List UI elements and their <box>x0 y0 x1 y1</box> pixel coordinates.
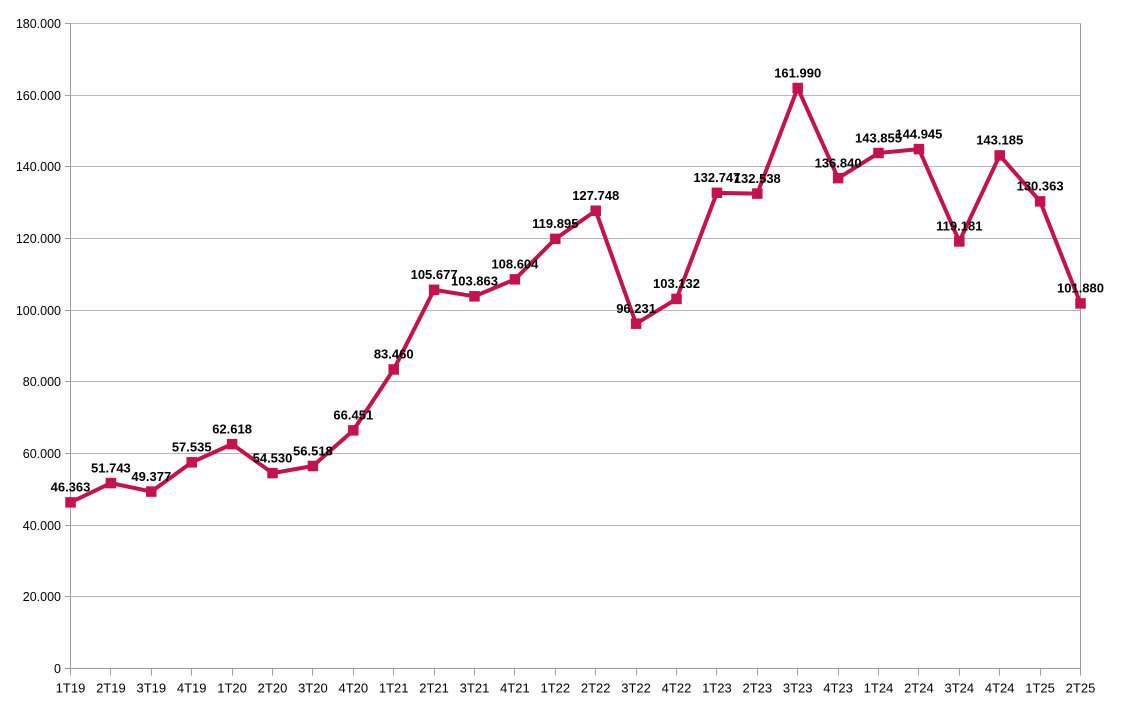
svg-text:119.895: 119.895 <box>532 216 578 231</box>
svg-text:3T23: 3T23 <box>783 681 813 696</box>
svg-text:132.538: 132.538 <box>734 171 781 186</box>
svg-text:3T24: 3T24 <box>944 681 974 696</box>
svg-text:54.530: 54.530 <box>253 450 293 465</box>
svg-text:4T19: 4T19 <box>177 681 207 696</box>
svg-text:140.000: 140.000 <box>16 160 61 174</box>
svg-text:96.231: 96.231 <box>616 301 656 316</box>
svg-text:127.748: 127.748 <box>572 188 619 203</box>
svg-text:3T20: 3T20 <box>298 681 328 696</box>
svg-text:57.535: 57.535 <box>172 440 212 455</box>
svg-text:119.181: 119.181 <box>936 219 982 234</box>
svg-text:180.000: 180.000 <box>16 17 61 31</box>
svg-text:160.000: 160.000 <box>16 89 61 103</box>
svg-text:80.000: 80.000 <box>23 375 61 389</box>
svg-text:143.855: 143.855 <box>855 130 902 145</box>
svg-text:83.460: 83.460 <box>374 347 414 362</box>
svg-text:101.880: 101.880 <box>1057 281 1104 296</box>
svg-text:1T24: 1T24 <box>864 681 894 696</box>
svg-text:4T23: 4T23 <box>823 681 853 696</box>
svg-text:103.863: 103.863 <box>451 274 498 289</box>
svg-text:143.185: 143.185 <box>976 133 1023 148</box>
svg-text:2T21: 2T21 <box>419 681 449 696</box>
svg-text:132.747: 132.747 <box>693 170 740 185</box>
svg-text:136.840: 136.840 <box>815 155 862 170</box>
svg-text:3T19: 3T19 <box>136 681 166 696</box>
svg-text:1T23: 1T23 <box>702 681 732 696</box>
svg-text:2T22: 2T22 <box>581 681 611 696</box>
svg-text:60.000: 60.000 <box>23 447 61 461</box>
svg-text:1T25: 1T25 <box>1025 681 1055 696</box>
svg-text:0: 0 <box>54 662 61 676</box>
svg-text:2T19: 2T19 <box>96 681 126 696</box>
svg-text:56.518: 56.518 <box>293 443 333 458</box>
svg-text:40.000: 40.000 <box>23 519 61 533</box>
svg-text:49.377: 49.377 <box>131 469 171 484</box>
svg-text:144.945: 144.945 <box>895 126 942 141</box>
svg-text:130.363: 130.363 <box>1017 179 1064 194</box>
svg-text:51.743: 51.743 <box>91 460 131 475</box>
svg-text:3T22: 3T22 <box>621 681 651 696</box>
svg-text:1T19: 1T19 <box>56 681 86 696</box>
svg-text:103.132: 103.132 <box>653 276 700 291</box>
svg-text:4T21: 4T21 <box>500 681 530 696</box>
svg-text:1T21: 1T21 <box>379 681 409 696</box>
svg-text:2T25: 2T25 <box>1066 681 1096 696</box>
svg-text:3T21: 3T21 <box>460 681 490 696</box>
svg-text:2T20: 2T20 <box>258 681 288 696</box>
svg-text:62.618: 62.618 <box>212 421 252 436</box>
svg-text:108.604: 108.604 <box>491 257 539 272</box>
svg-text:20.000: 20.000 <box>23 590 61 604</box>
svg-text:161.990: 161.990 <box>774 65 821 80</box>
svg-text:4T24: 4T24 <box>985 681 1015 696</box>
svg-text:1T22: 1T22 <box>540 681 570 696</box>
svg-text:2T24: 2T24 <box>904 681 934 696</box>
svg-text:120.000: 120.000 <box>16 232 61 246</box>
svg-text:100.000: 100.000 <box>16 304 61 318</box>
svg-text:4T20: 4T20 <box>338 681 368 696</box>
svg-text:1T20: 1T20 <box>217 681 247 696</box>
svg-text:46.363: 46.363 <box>51 480 91 495</box>
svg-text:4T22: 4T22 <box>662 681 692 696</box>
svg-text:2T23: 2T23 <box>742 681 772 696</box>
svg-text:66.451: 66.451 <box>333 408 373 423</box>
svg-text:105.677: 105.677 <box>411 267 458 282</box>
